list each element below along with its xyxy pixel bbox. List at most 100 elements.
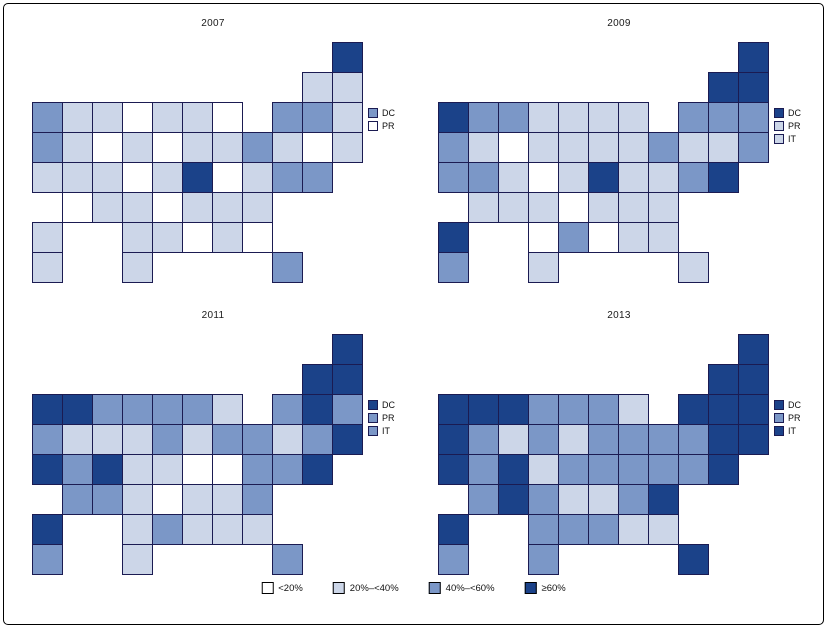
legend-item-0: <20% [261,582,303,594]
it-swatch [774,134,784,144]
state-SD [122,132,153,163]
panel-title-year: 2013 [607,310,631,321]
state-NH [332,72,363,103]
state-OK [528,222,559,253]
legend-item-2: 40%–<60% [428,582,495,594]
state-SC [648,484,679,515]
state-FL [272,252,303,283]
state-OR [438,424,469,455]
state-CO [92,454,123,485]
state-AL [618,222,649,253]
pr-swatch [774,413,784,423]
state-ME [332,42,363,73]
state-VT [302,72,333,103]
state-UT [62,454,93,485]
state-WA [32,394,63,425]
it-label: IT [382,426,390,436]
state-LA [558,222,589,253]
state-SD [528,424,559,455]
state-WA [32,102,63,133]
state-IL [588,132,619,163]
state-MA [708,102,739,133]
state-ND [122,394,153,425]
state-MS [588,514,619,545]
state-UT [468,454,499,485]
state-LA [152,514,183,545]
state-OK [122,514,153,545]
category-legend: <20% 20%–<40% 40%–<60% ≥60% [261,582,566,594]
state-SC [242,484,273,515]
state-WI [588,102,619,133]
state-FL [678,252,709,283]
state-TN [588,484,619,515]
state-IN [212,424,243,455]
state-OK [528,514,559,545]
state-NE [528,162,559,193]
state-SD [528,132,559,163]
state-NJ [708,132,739,163]
state-RI [738,102,769,133]
us-choropleth-map [438,334,770,576]
territory-row-pr: PR [368,121,395,131]
legend-swatch-1 [332,582,345,594]
state-IA [558,424,589,455]
territory-row-it: IT [774,426,801,436]
territory-row-dc: DC [368,108,395,118]
state-RI [332,102,363,133]
state-NV [468,424,499,455]
dc-label: DC [788,108,801,118]
state-FL [272,544,303,575]
state-LA [152,222,183,253]
state-NJ [708,424,739,455]
state-OK [122,222,153,253]
state-MN [558,394,589,425]
pr-swatch [368,121,378,131]
state-CA [438,162,469,193]
state-MO [558,162,589,193]
map-panel-2: 2009 DC PR IT [416,8,822,292]
state-PA [678,132,709,163]
legend-label-0: <20% [278,582,303,594]
state-HI [438,544,469,575]
state-CO [498,454,529,485]
state-NJ [302,132,333,163]
state-AK [32,222,63,253]
state-ID [62,102,93,133]
state-AZ [62,484,93,515]
state-NY [678,394,709,425]
state-MT [498,102,529,133]
legend-swatch-0 [261,582,274,594]
state-AZ [468,484,499,515]
territory-row-it: IT [774,134,801,144]
state-KY [182,162,213,193]
state-CT [738,424,769,455]
state-MN [152,102,183,133]
state-IL [182,132,213,163]
territory-row-dc: DC [774,108,801,118]
state-VA [242,454,273,485]
state-IL [182,424,213,455]
state-KS [122,484,153,515]
state-GA [648,222,679,253]
state-PA [678,424,709,455]
state-VT [708,364,739,395]
state-OH [648,424,679,455]
state-NC [618,484,649,515]
state-ME [738,334,769,365]
state-VA [648,162,679,193]
dc-label: DC [382,108,395,118]
dc-swatch [368,400,378,410]
it-label: IT [788,426,796,436]
state-WV [212,162,243,193]
state-TX [528,544,559,575]
state-NC [212,192,243,223]
state-NY [272,102,303,133]
state-AR [152,192,183,223]
state-VT [708,72,739,103]
dc-swatch [368,108,378,118]
state-MN [152,394,183,425]
state-HI [32,544,63,575]
state-UT [62,162,93,193]
state-MT [498,394,529,425]
state-MI [212,394,243,425]
